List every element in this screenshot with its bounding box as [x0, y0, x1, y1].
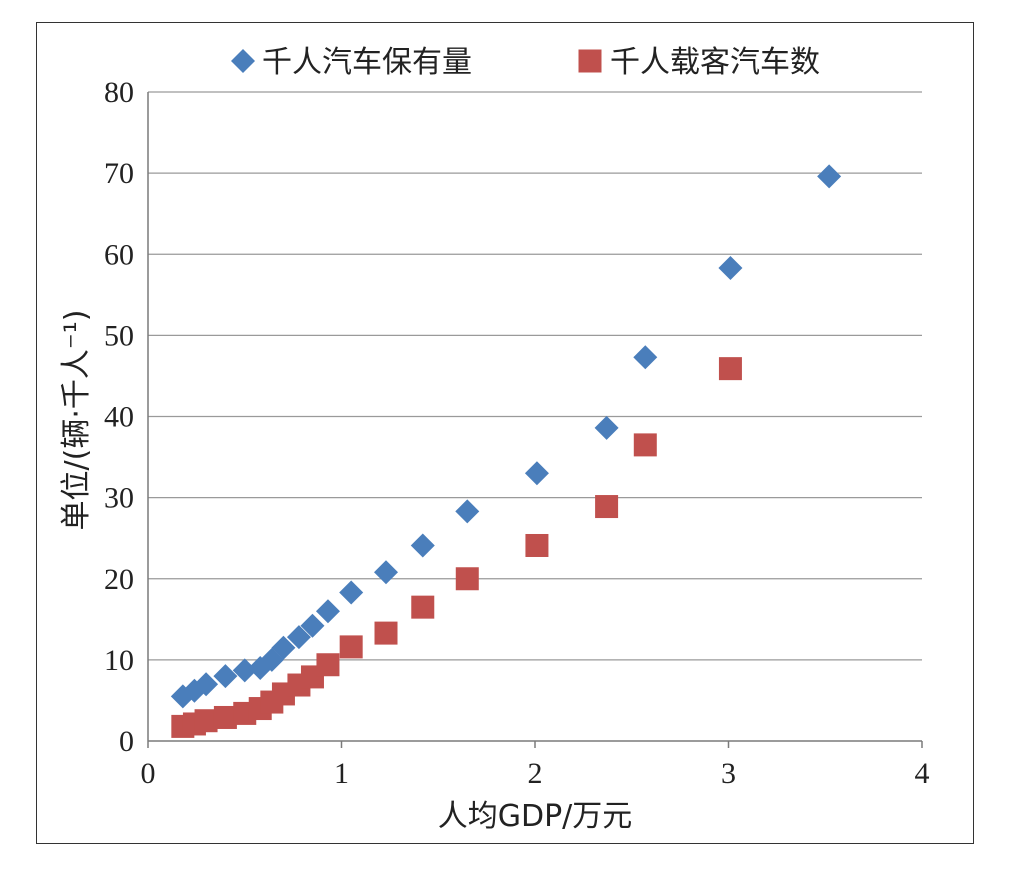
square-point — [213, 705, 237, 729]
y-tick-label: 10 — [104, 644, 134, 677]
legend-item: 千人汽车保有量 — [231, 45, 472, 80]
square-point — [595, 495, 619, 519]
square-point — [525, 533, 549, 557]
diamond-point — [315, 599, 340, 624]
diamond-point — [232, 658, 257, 683]
diamond-point — [718, 256, 743, 281]
square-point — [718, 357, 742, 381]
y-tick-label: 40 — [104, 401, 134, 434]
diamond-point — [194, 672, 219, 697]
diamond-point — [374, 560, 399, 585]
square-point — [339, 635, 363, 659]
diamond-point — [286, 625, 311, 650]
y-tick-label: 80 — [104, 76, 134, 109]
diamond-point — [339, 580, 364, 605]
y-tick-label: 20 — [104, 563, 134, 596]
diamond-point — [213, 664, 238, 689]
diamond-point — [271, 635, 296, 660]
diamond-point — [300, 613, 325, 638]
legend-diamond-marker — [231, 49, 255, 73]
square-point — [194, 709, 218, 733]
y-tick-label: 60 — [104, 238, 134, 271]
data-points — [170, 164, 842, 738]
y-tick-label: 30 — [104, 482, 134, 515]
diamond-point — [817, 164, 842, 189]
gridlines — [148, 91, 922, 661]
x-tick-labels: 0 1 2 3 4 — [141, 757, 930, 790]
x-tick-label: 1 — [334, 757, 349, 790]
square-point — [633, 433, 657, 457]
diamond-point — [524, 461, 549, 486]
square-point — [374, 621, 398, 645]
diamond-point — [594, 415, 619, 440]
x-tick-label: 4 — [915, 757, 930, 790]
square-point — [316, 653, 340, 677]
legend-square-marker — [578, 49, 602, 73]
x-tick-label: 3 — [721, 757, 736, 790]
series-square — [171, 357, 742, 738]
axes — [147, 92, 923, 748]
x-tick-label: 0 — [141, 757, 156, 790]
x-tick-label: 2 — [528, 757, 543, 790]
legend: 千人汽车保有量 千人载客汽车数 — [231, 45, 820, 80]
y-tick-label: 70 — [104, 157, 134, 190]
x-axis-label: 人均GDP/万元 — [438, 799, 633, 834]
square-point — [455, 567, 479, 591]
diamond-point — [410, 533, 435, 558]
legend-label: 千人汽车保有量 — [262, 45, 472, 80]
legend-item: 千人载客汽车数 — [578, 45, 820, 80]
diamond-point — [455, 499, 480, 524]
chart-frame — [36, 22, 974, 844]
y-tick-label: 50 — [104, 319, 134, 352]
y-axis-label: 单位/(辆·千人⁻¹) — [59, 310, 94, 531]
square-point — [411, 595, 435, 619]
series-diamond — [170, 164, 842, 709]
diamond-point — [633, 345, 658, 370]
y-tick-label: 0 — [119, 725, 134, 758]
y-tick-labels: 0 10 20 30 40 50 60 70 80 — [104, 76, 134, 758]
legend-label: 千人载客汽车数 — [610, 45, 820, 80]
